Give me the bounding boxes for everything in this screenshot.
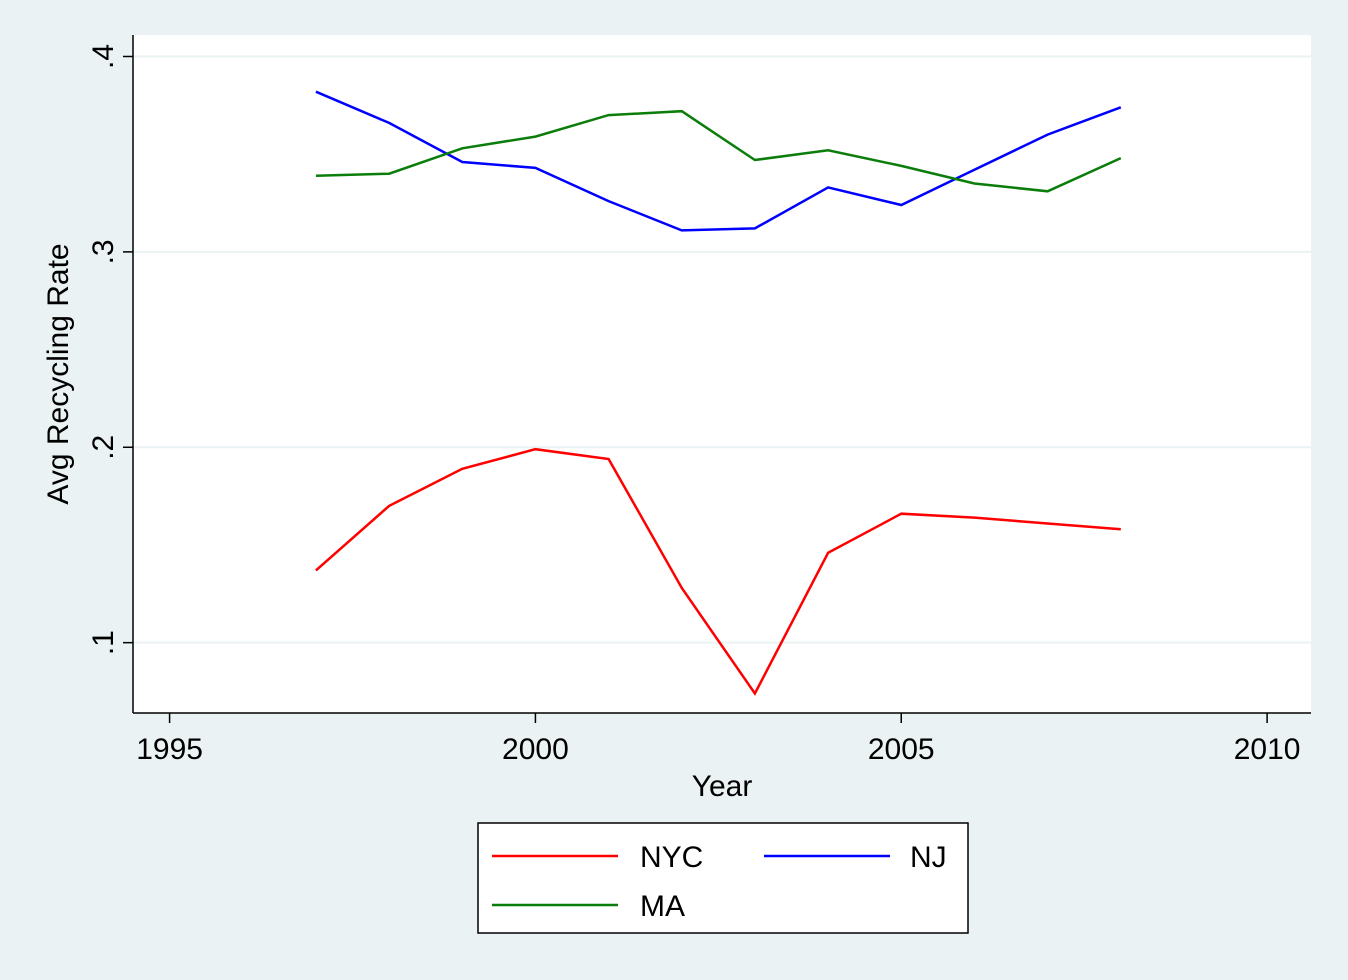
legend-box [477,822,969,934]
x-axis-ticks: 1995 2000 2005 2010 [136,713,1300,766]
legend-label-nyc: NYC [640,841,703,874]
x-tick-label: 2010 [1234,733,1301,766]
series-line-nyc [315,447,1121,696]
legend-label-ma: MA [640,890,685,923]
y-tick-label: .3 [87,239,120,264]
plot-area [133,35,1311,713]
legend: NYC NJ MA [477,822,969,934]
x-tick-label: 2005 [868,733,935,766]
y-tick-label: .4 [87,44,120,69]
series-line-ma [315,109,1122,193]
y-axis-title: Avg Recycling Rate [42,243,75,504]
x-tick-label: 1995 [136,733,203,766]
x-axis-title: Year [692,770,753,803]
y-tick-label: .2 [87,435,120,460]
series-lines [315,90,1122,696]
legend-label-nj: NJ [910,841,947,874]
gridlines [133,55,1311,644]
series-line-nj [315,90,1122,232]
y-axis-ticks: .1 .2 .3 .4 [87,44,133,655]
x-tick-label: 2000 [502,733,569,766]
y-tick-label: .1 [87,630,120,655]
